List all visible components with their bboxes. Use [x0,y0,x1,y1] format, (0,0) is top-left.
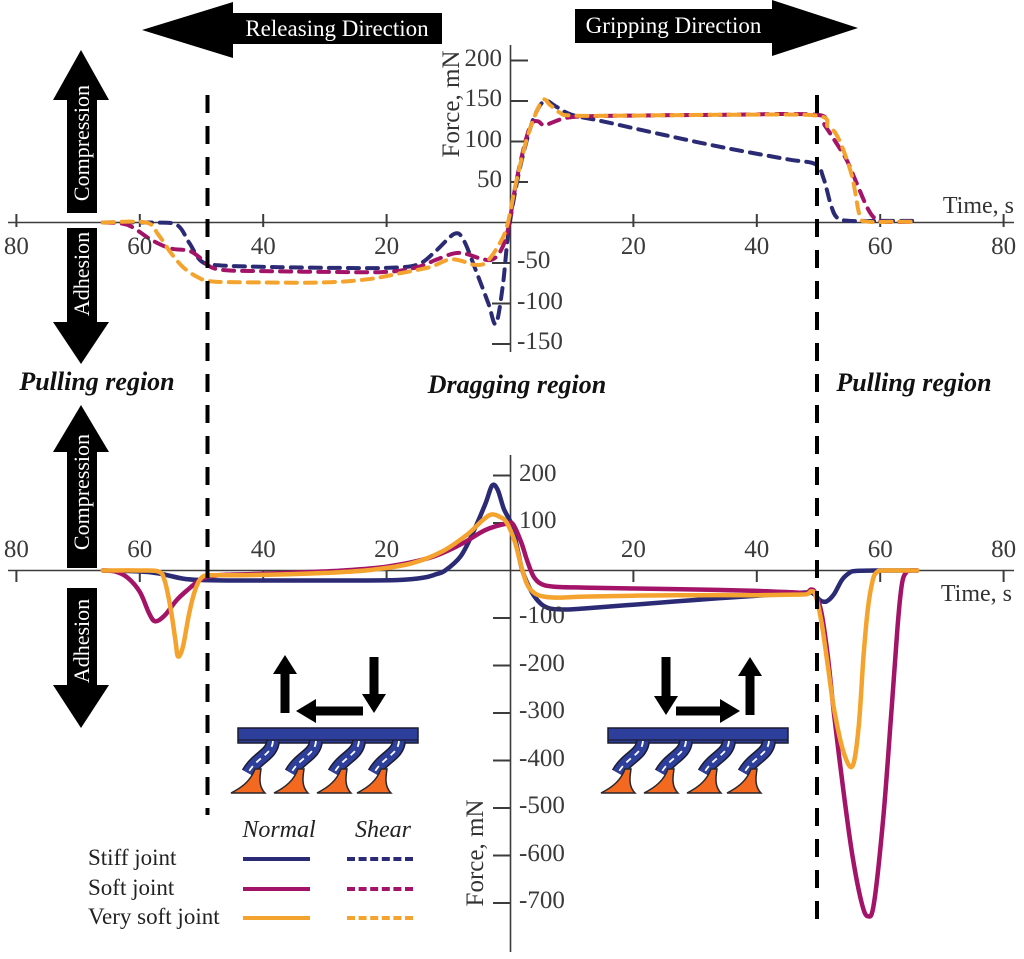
x-tick-label: 40 [250,536,276,563]
legend-swatch-normal-stiff [243,857,310,861]
up-arrow-head-icon [53,405,109,452]
pulling-region-label-left: Pulling region [19,367,175,396]
x-tick-label: 60 [867,536,893,563]
releasing-arrow-head-icon [142,2,233,58]
x-tick-label: 40 [744,233,770,260]
x-tick-label: 20 [374,233,400,260]
y-tick-label: 50 [477,166,502,193]
legend-row-label: Stiff joint [88,845,177,870]
y-tick-label: -700 [519,887,565,914]
x-tick-label: 40 [250,233,276,260]
x-tick-label: 80 [3,233,29,260]
legend-header-normal: Normal [242,817,316,843]
y-tick-label: -600 [519,839,565,867]
up-arrow-head-icon [53,50,109,100]
x-tick-label: 60 [127,536,153,563]
pillar-tip [643,768,680,794]
curve-soft-normal [100,520,920,919]
pillar-tip [273,768,310,794]
down-arrow-head-icon [53,685,109,728]
micropillar-schematic-gripping [600,727,789,794]
time-axis-label-bottom: Time, s [940,581,1012,607]
compression-label-top: Compression [69,84,94,202]
y-tick-label: -500 [519,792,565,819]
down-motion-arrow-icon [654,657,678,715]
adhesion-label-bottom: Adhesion [69,598,94,684]
legend-header-shear: Shear [355,817,411,843]
y-tick-label: -100 [517,287,563,315]
legend-swatch-shear-soft [347,887,413,891]
y-tick-label: 200 [464,44,503,72]
up-motion-arrow-icon [273,655,297,713]
y-tick-label: -100 [519,602,565,629]
left-motion-arrow-icon [296,699,363,723]
legend-swatch-shear-stiff [347,857,413,861]
compression-label-bottom: Compression [69,433,94,551]
adhesion-label-top: Adhesion [69,231,94,317]
legend-swatch-normal-very_soft [243,916,310,920]
gripping-arrow-head-icon [772,0,858,56]
curve-very_soft-normal [100,512,920,770]
legend-row-label: Very soft joint [88,904,220,929]
y-tick-label: -400 [519,744,565,772]
down-arrow-head-icon [53,322,109,364]
y-tick-label: 150 [464,85,503,112]
pillar-tip [600,768,637,794]
x-tick-label: 40 [744,536,770,563]
pillar-tip [356,768,393,794]
right-motion-arrow-icon [676,699,740,723]
gripping-direction-label: Gripping Direction [585,13,762,38]
releasing-direction-banner: Releasing Direction [232,13,442,44]
down-motion-arrow-icon [362,657,386,713]
force-axis-label-bottom: Force, mN [462,799,489,907]
x-tick-label: 20 [620,233,646,260]
releasing-direction-label: Releasing Direction [245,15,429,41]
curve-soft-shear [100,111,920,275]
up-motion-arrow-icon [738,657,762,715]
legend-swatch-normal-soft [243,887,310,891]
y-tick-label: -300 [519,697,565,724]
dragging-region-label: Dragging region [427,370,607,399]
gripping-direction-banner: Gripping Direction [575,9,772,43]
time-axis-label-top: Time, s [942,193,1014,219]
micropillar-schematic-releasing [230,727,419,794]
legend-row-label: Soft joint [88,875,175,900]
x-tick-label: 60 [127,233,153,260]
y-tick-label: -150 [517,328,563,355]
y-tick-label: -200 [519,649,565,677]
x-tick-label: 20 [620,536,646,563]
y-tick-label: -50 [517,247,551,274]
x-tick-label: 80 [991,233,1017,260]
pillar-tip [726,768,763,794]
x-tick-label: 80 [3,536,29,563]
y-tick-label: 200 [519,459,557,487]
y-tick-label: 100 [464,125,503,153]
pillar-tip [686,768,723,794]
y-tick-label: 100 [519,507,557,534]
legend-swatch-shear-very_soft [347,916,413,920]
x-tick-label: 20 [374,536,400,563]
x-tick-label: 80 [991,536,1017,563]
pillar-tip [316,768,353,794]
x-tick-label: 60 [867,233,893,260]
pulling-region-label-right: Pulling region [836,368,992,397]
pillar-tip [230,768,267,794]
